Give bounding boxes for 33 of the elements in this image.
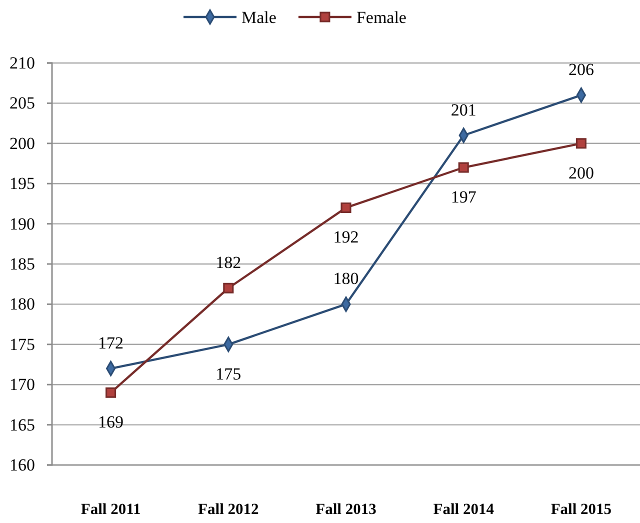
data-label: 180 xyxy=(333,269,359,288)
x-tick-label: Fall 2013 xyxy=(316,501,377,518)
x-tick-label: Fall 2012 xyxy=(198,501,259,518)
x-tick-label: Fall 2011 xyxy=(80,501,141,518)
y-tick-label: 165 xyxy=(10,415,35,434)
data-label: 201 xyxy=(450,100,476,120)
y-tick-label: 160 xyxy=(10,455,35,474)
point xyxy=(106,387,116,398)
y-tick-label: 205 xyxy=(10,94,35,113)
data-label: 206 xyxy=(568,60,594,80)
point xyxy=(340,202,352,213)
legend-label: Female xyxy=(356,8,406,27)
y-tick-label: 200 xyxy=(10,134,35,153)
y-tick-label: 190 xyxy=(10,214,35,234)
data-label: 169 xyxy=(98,412,124,432)
y-tick-label: 170 xyxy=(10,375,35,394)
y-tick-label: 175 xyxy=(10,334,35,354)
y-tick-label: 210 xyxy=(10,53,35,72)
point xyxy=(458,162,469,173)
data-label: 200 xyxy=(568,163,594,182)
y-tick-label: 185 xyxy=(10,254,35,274)
y-tick-label: 195 xyxy=(10,174,35,194)
point xyxy=(576,138,586,149)
data-label: 172 xyxy=(98,334,124,353)
point xyxy=(223,282,234,294)
legend-label: Male xyxy=(242,8,276,27)
data-label: 192 xyxy=(333,228,359,247)
y-tick-label: 180 xyxy=(10,294,35,314)
data-label: 182 xyxy=(216,253,242,272)
x-tick-label: Fall 2015 xyxy=(550,501,612,518)
data-label: 197 xyxy=(450,188,477,207)
data-label: 175 xyxy=(216,364,242,384)
x-tick-label: Fall 2014 xyxy=(433,501,494,518)
